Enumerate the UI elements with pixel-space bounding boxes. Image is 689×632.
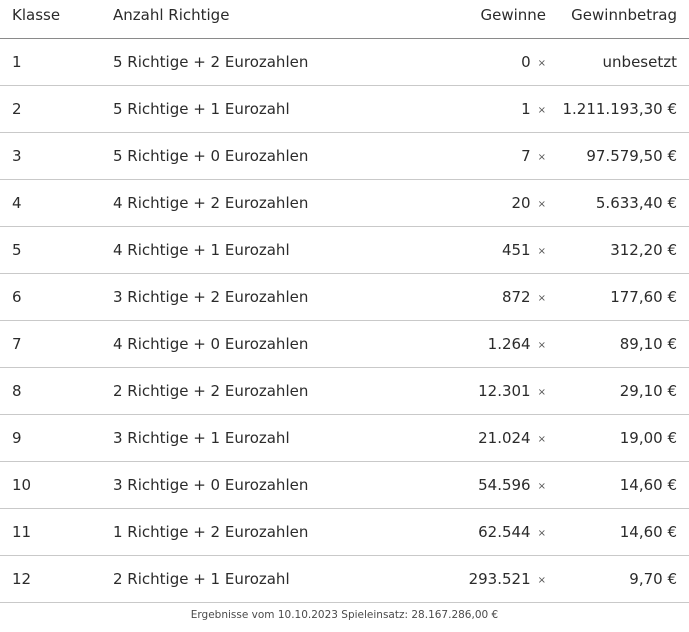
table-header: Klasse Anzahl Richtige Gewinne Gewinnbet…: [0, 0, 689, 39]
cell-klasse: 12: [12, 570, 32, 588]
cell-gewinne: 54.596 ×: [478, 462, 546, 508]
cell-gewinnbetrag: 14,60 €: [619, 476, 677, 494]
cell-anzahl-richtige: 1 Richtige + 2 Eurozahlen: [113, 523, 309, 541]
cell-gewinnbetrag: 19,00 €: [619, 429, 677, 447]
multiplier-icon: ×: [537, 480, 546, 492]
multiplier-icon: ×: [537, 433, 546, 445]
multiplier-icon: ×: [537, 292, 546, 304]
cell-klasse: 2: [12, 100, 22, 118]
cell-gewinne: 1 ×: [521, 86, 546, 132]
cell-gewinnbetrag: 5.633,40 €: [595, 194, 677, 212]
gewinne-value: 1.264: [487, 335, 531, 353]
gewinne-value: 872: [501, 288, 531, 306]
multiplier-icon: ×: [537, 339, 546, 351]
gewinne-value: 7: [521, 147, 531, 165]
header-gewinne: Gewinne: [480, 6, 546, 24]
header-anzahl-richtige: Anzahl Richtige: [113, 6, 230, 24]
gewinne-value: 293.521: [468, 570, 531, 588]
cell-gewinne: 451 ×: [502, 227, 546, 273]
cell-gewinnbetrag: 14,60 €: [619, 523, 677, 541]
header-gewinnbetrag: Gewinnbetrag: [571, 6, 677, 24]
cell-gewinne: 7 ×: [521, 133, 546, 179]
cell-klasse: 9: [12, 429, 22, 447]
table-row: 11 1 Richtige + 2 Eurozahlen 62.544 × 14,60 …: [0, 509, 689, 556]
cell-klasse: 10: [12, 476, 32, 494]
cell-gewinne: 62.544 ×: [478, 509, 546, 555]
table-row: 9 3 Richtige + 1 Eurozahl 21.024 × 19,00 €: [0, 415, 689, 462]
gewinne-value: 12.301: [478, 382, 531, 400]
cell-anzahl-richtige: 3 Richtige + 2 Eurozahlen: [113, 288, 309, 306]
cell-gewinne: 20 ×: [512, 180, 546, 226]
multiplier-icon: ×: [537, 198, 546, 210]
cell-gewinnbetrag: 29,10 €: [619, 382, 677, 400]
cell-anzahl-richtige: 2 Richtige + 1 Eurozahl: [113, 570, 290, 588]
multiplier-icon: ×: [537, 386, 546, 398]
header-klasse: Klasse: [12, 6, 61, 24]
multiplier-icon: ×: [537, 104, 546, 116]
table-row: 6 3 Richtige + 2 Eurozahlen 872 × 177,60 €: [0, 274, 689, 321]
multiplier-icon: ×: [537, 57, 546, 69]
cell-gewinne: 21.024 ×: [478, 415, 546, 461]
cell-klasse: 7: [12, 335, 22, 353]
cell-anzahl-richtige: 5 Richtige + 1 Eurozahl: [113, 100, 290, 118]
cell-gewinnbetrag: 97.579,50 €: [586, 147, 677, 165]
cell-gewinnbetrag: 9,70 €: [629, 570, 677, 588]
cell-anzahl-richtige: 4 Richtige + 1 Eurozahl: [113, 241, 290, 259]
table-row: 12 2 Richtige + 1 Eurozahl 293.521 × 9,70 €: [0, 556, 689, 603]
results-table: Klasse Anzahl Richtige Gewinne Gewinnbet…: [0, 0, 689, 603]
cell-anzahl-richtige: 4 Richtige + 2 Eurozahlen: [113, 194, 309, 212]
cell-anzahl-richtige: 3 Richtige + 0 Eurozahlen: [113, 476, 309, 494]
table-row: 7 4 Richtige + 0 Eurozahlen 1.264 × 89,10 €: [0, 321, 689, 368]
cell-klasse: 6: [12, 288, 22, 306]
table-row: 4 4 Richtige + 2 Eurozahlen 20 × 5.633,40 €: [0, 180, 689, 227]
gewinne-value: 62.544: [478, 523, 531, 541]
gewinne-value: 1: [521, 100, 531, 118]
cell-klasse: 4: [12, 194, 22, 212]
cell-gewinnbetrag: 1.211.193,30 €: [562, 100, 677, 118]
cell-klasse: 11: [12, 523, 32, 541]
cell-gewinnbetrag: 89,10 €: [619, 335, 677, 353]
multiplier-icon: ×: [537, 151, 546, 163]
gewinne-value: 20: [511, 194, 531, 212]
gewinne-value: 0: [521, 53, 531, 71]
cell-anzahl-richtige: 5 Richtige + 0 Eurozahlen: [113, 147, 309, 165]
cell-klasse: 8: [12, 382, 22, 400]
gewinne-value: 54.596: [478, 476, 531, 494]
cell-gewinne: 872 ×: [502, 274, 546, 320]
table-row: 8 2 Richtige + 2 Eurozahlen 12.301 × 29,10 €: [0, 368, 689, 415]
table-row: 5 4 Richtige + 1 Eurozahl 451 × 312,20 €: [0, 227, 689, 274]
gewinne-value: 451: [501, 241, 531, 259]
cell-gewinne: 293.521 ×: [469, 556, 546, 602]
results-footer: Ergebnisse vom 10.10.2023 Spieleinsatz: …: [190, 609, 499, 621]
cell-klasse: 5: [12, 241, 22, 259]
cell-gewinnbetrag: 312,20 €: [610, 241, 677, 259]
cell-gewinne: 0 ×: [521, 39, 546, 85]
cell-gewinnbetrag: unbesetzt: [602, 53, 677, 71]
cell-anzahl-richtige: 2 Richtige + 2 Eurozahlen: [113, 382, 309, 400]
multiplier-icon: ×: [537, 527, 546, 539]
cell-gewinnbetrag: 177,60 €: [610, 288, 677, 306]
multiplier-icon: ×: [537, 245, 546, 257]
cell-klasse: 3: [12, 147, 22, 165]
cell-klasse: 1: [12, 53, 22, 71]
cell-gewinne: 12.301 ×: [478, 368, 546, 414]
cell-anzahl-richtige: 4 Richtige + 0 Eurozahlen: [113, 335, 309, 353]
gewinne-value: 21.024: [478, 429, 531, 447]
table-row: 10 3 Richtige + 0 Eurozahlen 54.596 × 14,60 …: [0, 462, 689, 509]
cell-gewinne: 1.264 ×: [488, 321, 546, 367]
cell-anzahl-richtige: 3 Richtige + 1 Eurozahl: [113, 429, 290, 447]
multiplier-icon: ×: [537, 574, 546, 586]
cell-anzahl-richtige: 5 Richtige + 2 Eurozahlen: [113, 53, 309, 71]
